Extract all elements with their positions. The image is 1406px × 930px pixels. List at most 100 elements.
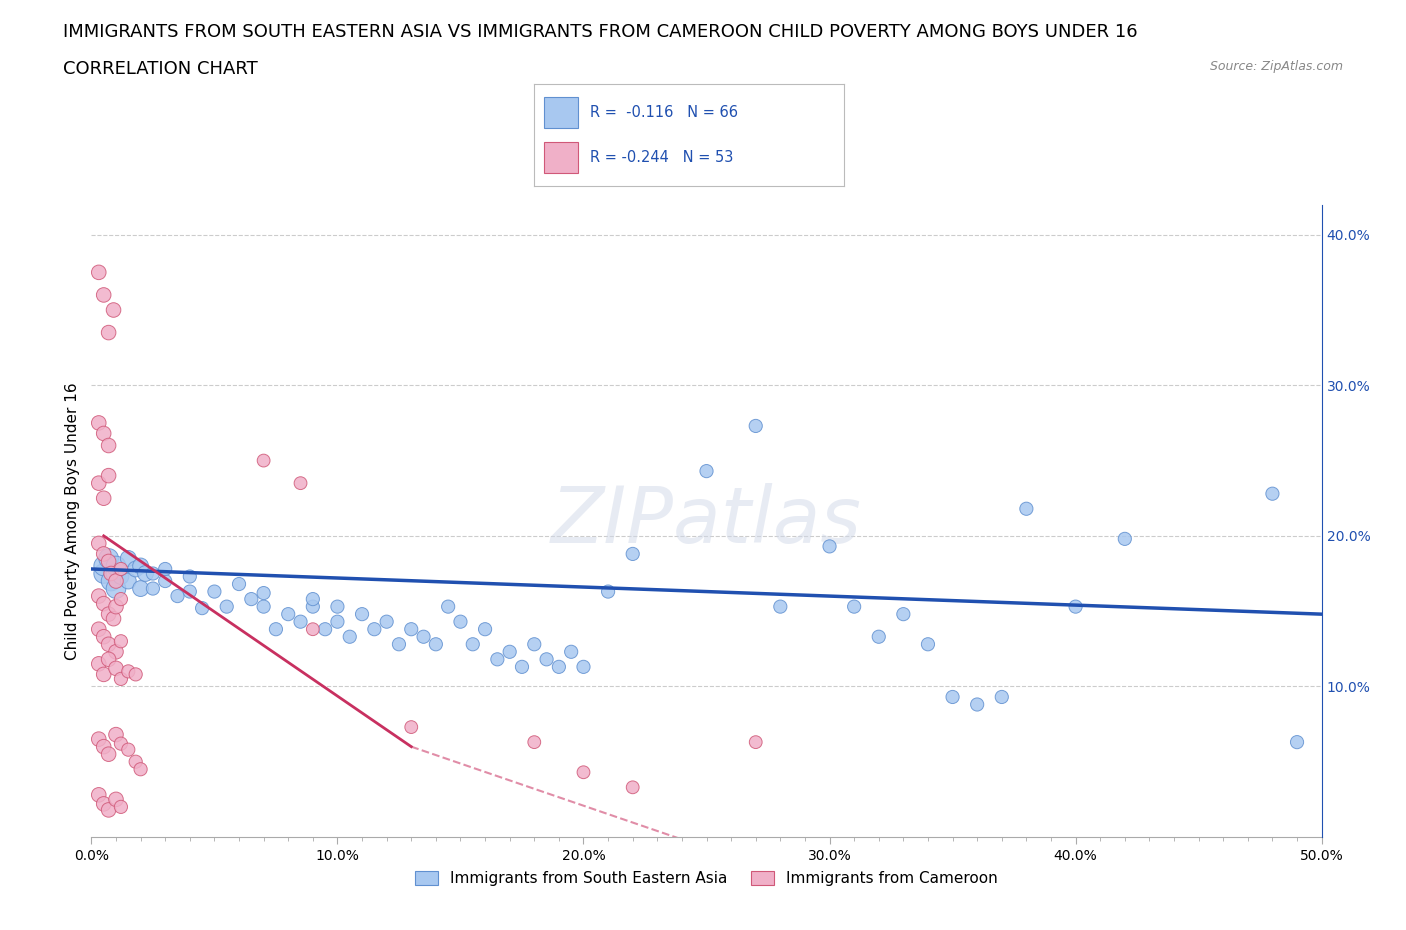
Point <box>745 418 768 433</box>
FancyBboxPatch shape <box>544 97 578 127</box>
Point <box>110 569 132 584</box>
Point <box>240 591 263 606</box>
Point <box>253 586 276 601</box>
Point <box>572 764 595 779</box>
Point <box>868 630 890 644</box>
Point <box>93 287 115 302</box>
Point <box>129 762 152 777</box>
Point <box>87 476 110 491</box>
Text: Source: ZipAtlas.com: Source: ZipAtlas.com <box>1209 60 1343 73</box>
Point <box>110 634 132 649</box>
Point <box>153 574 177 589</box>
Point <box>326 599 349 614</box>
Point <box>363 622 385 637</box>
Point <box>290 476 312 491</box>
Point <box>129 559 152 574</box>
Point <box>105 644 127 659</box>
Legend: Immigrants from South Eastern Asia, Immigrants from Cameroon: Immigrants from South Eastern Asia, Immi… <box>409 865 1004 893</box>
Point <box>228 577 250 591</box>
Point <box>93 559 115 574</box>
Point <box>97 554 120 569</box>
Point <box>326 614 349 629</box>
Point <box>87 589 110 604</box>
Point <box>990 689 1012 704</box>
Y-axis label: Child Poverty Among Boys Under 16: Child Poverty Among Boys Under 16 <box>65 382 80 659</box>
Point <box>572 659 595 674</box>
Point <box>153 562 177 577</box>
Point <box>117 551 139 565</box>
Point <box>97 326 120 340</box>
Point <box>1285 735 1308 750</box>
Point <box>412 630 434 644</box>
Point <box>105 599 127 614</box>
Point <box>124 562 146 577</box>
Point <box>461 637 484 652</box>
Point <box>621 547 644 562</box>
Point <box>117 742 139 757</box>
Point <box>93 796 115 811</box>
Point <box>97 803 120 817</box>
Point <box>129 581 152 596</box>
Point <box>215 599 238 614</box>
Point <box>110 737 132 751</box>
Point <box>97 747 120 762</box>
Point <box>117 664 139 679</box>
Point <box>142 566 165 581</box>
Point <box>142 581 165 596</box>
Point <box>97 551 120 565</box>
Point <box>523 735 546 750</box>
Point <box>290 614 312 629</box>
Point <box>105 574 127 589</box>
Point <box>97 438 120 453</box>
Point <box>97 637 120 652</box>
Point <box>110 562 132 577</box>
Point <box>93 491 115 506</box>
Point <box>352 606 374 621</box>
Point <box>93 630 115 644</box>
Point <box>105 559 127 574</box>
Point <box>93 547 115 562</box>
Point <box>891 606 914 621</box>
Point <box>100 566 122 581</box>
Point <box>110 800 132 815</box>
Text: ZIPatlas: ZIPatlas <box>551 483 862 559</box>
Text: CORRELATION CHART: CORRELATION CHART <box>63 60 259 78</box>
Point <box>560 644 582 659</box>
Point <box>100 574 122 589</box>
Point <box>105 566 127 581</box>
Point <box>1015 501 1038 516</box>
Point <box>596 584 619 599</box>
Point <box>1261 486 1284 501</box>
FancyBboxPatch shape <box>544 142 578 173</box>
Point <box>621 780 644 795</box>
Point <box>110 591 132 606</box>
Point <box>253 453 276 468</box>
Point <box>437 599 460 614</box>
Point <box>105 581 127 596</box>
Text: R =  -0.116   N = 66: R = -0.116 N = 66 <box>591 105 738 120</box>
Point <box>87 788 110 803</box>
Text: R = -0.244   N = 53: R = -0.244 N = 53 <box>591 150 734 165</box>
Point <box>314 622 336 637</box>
Point <box>399 720 422 735</box>
Point <box>301 591 323 606</box>
Point <box>425 637 447 652</box>
Point <box>769 599 792 614</box>
Point <box>87 657 110 671</box>
Point <box>87 536 110 551</box>
Point <box>917 637 939 652</box>
Point <box>97 652 120 667</box>
Point <box>179 584 201 599</box>
Point <box>695 464 717 479</box>
Point <box>124 754 146 769</box>
Point <box>1114 531 1136 546</box>
Point <box>124 667 146 682</box>
Point <box>110 671 132 686</box>
Point <box>103 611 125 626</box>
Point <box>87 622 110 637</box>
Point <box>818 539 841 554</box>
Point <box>93 596 115 611</box>
Point <box>277 606 299 621</box>
Point <box>191 601 214 616</box>
Point <box>179 569 201 584</box>
